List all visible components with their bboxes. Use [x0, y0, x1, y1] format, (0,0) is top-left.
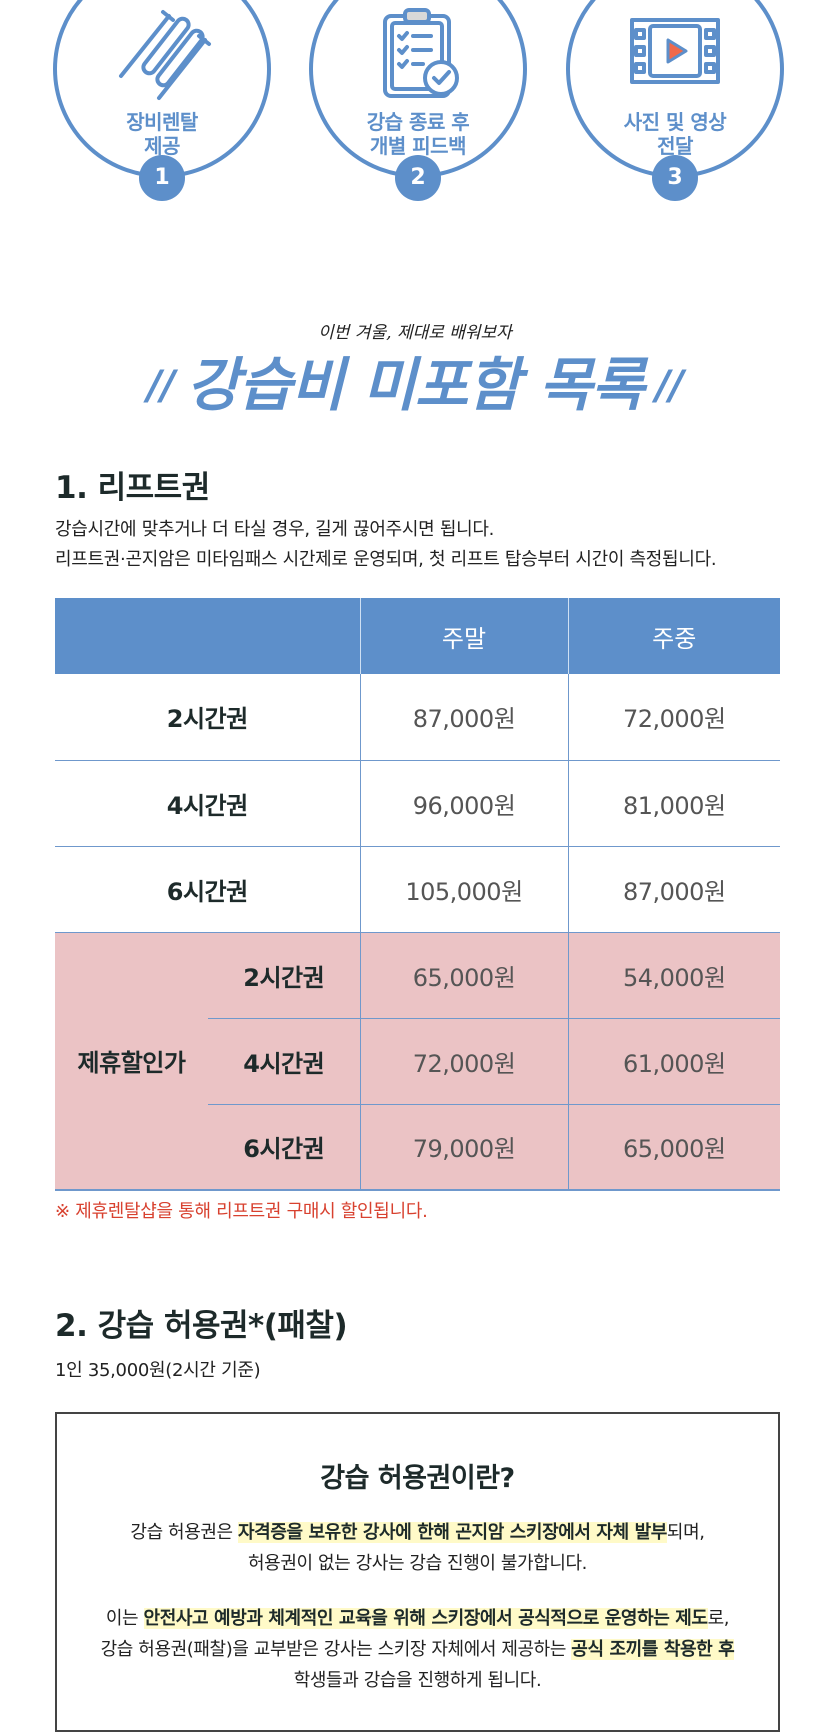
weekday-price: 61,000원	[567, 1018, 780, 1105]
feature-label-line1: 강습 종료 후	[366, 110, 470, 134]
weekend-price: 87,000원	[359, 674, 568, 761]
lift-ticket-description: 강습시간에 맞추거나 더 타실 경우, 길게 끊어주시면 됩니다. 리프트권·곤…	[55, 515, 717, 575]
paragraph-line: 이는 안전사고 예방과 체계적인 교육을 위해 스키장에서 공식적으로 운영하는…	[57, 1603, 778, 1634]
description-line: 리프트권·곤지암은 미타임패스 시간제로 운영되며, 첫 리프트 탑승부터 시간…	[55, 549, 717, 570]
info-paragraph-2: 이는 안전사고 예방과 체계적인 교육을 위해 스키장에서 공식적으로 운영하는…	[57, 1603, 778, 1696]
feature-photo-video: 사진 및 영상 전달 3	[566, 0, 784, 201]
text-span: 로,	[707, 1608, 730, 1629]
feature-label: 강습 종료 후 개별 피드백	[309, 110, 527, 158]
lesson-permit-info-box: 강습 허용권이란? 강습 허용권은 자격증을 보유한 강사에 한해 곤지암 스키…	[55, 1412, 780, 1732]
section-heading-lesson-permit: 2. 강습 허용권*(패찰)	[55, 1308, 348, 1344]
text-span: 강습 허용권(패찰)을 교부받은 강사는 스키장 자체에서 제공하는	[100, 1639, 572, 1660]
lift-ticket-price-table: 주말 주중 2시간권 87,000원 72,000원 4시간권 96,000원 …	[55, 598, 780, 1191]
table-header-row: 주말 주중	[55, 598, 780, 674]
table-row: 2시간권 87,000원 72,000원	[55, 674, 780, 761]
ticket-label: 6시간권	[55, 846, 360, 933]
ticket-label: 2시간권	[55, 674, 360, 761]
table-row: 6시간권 105,000원 87,000원	[55, 846, 780, 933]
table-row: 4시간권 96,000원 81,000원	[55, 760, 780, 847]
feature-individual-feedback: 강습 종료 후 개별 피드백 2	[309, 0, 527, 201]
weekday-price: 87,000원	[567, 846, 780, 933]
weekend-price: 79,000원	[359, 1104, 568, 1191]
features-row: 장비렌탈 제공 1 강습 종료 후 개별 피드백 2	[0, 0, 830, 220]
title-slashes-right: //	[655, 363, 684, 409]
ticket-label: 4시간권	[208, 1018, 360, 1105]
weekend-price: 105,000원	[359, 846, 568, 933]
discount-group-label: 제휴할인가	[55, 932, 208, 1191]
feature-equipment-rental: 장비렌탈 제공 1	[53, 0, 271, 201]
text-span: 이는	[105, 1608, 144, 1629]
ticket-label: 2시간권	[208, 932, 360, 1019]
weekend-price: 72,000원	[359, 1018, 568, 1105]
lesson-permit-price: 1인 35,000원(2시간 기준)	[55, 1360, 261, 1381]
feature-label-line1: 장비렌탈	[126, 110, 198, 134]
table-header-weekday: 주중	[568, 598, 780, 674]
discount-note: ※ 제휴렌탈샵을 통해 리프트권 구매시 할인됩니다.	[55, 1201, 428, 1222]
page-title-text: 강습비 미포함 목록	[186, 351, 644, 419]
feature-ring	[566, 0, 784, 178]
highlighted-text: 자격증을 보유한 강사에 한해 곤지암 스키장에서 자체 발부	[238, 1522, 667, 1543]
ski-icon	[119, 10, 211, 100]
text-span: 되며,	[666, 1522, 705, 1543]
feature-label-line2: 개별 피드백	[370, 134, 466, 158]
weekday-price: 65,000원	[567, 1104, 780, 1191]
feature-label-line2: 전달	[657, 134, 693, 158]
weekday-price: 54,000원	[567, 932, 780, 1019]
title-slashes-left: //	[147, 363, 175, 409]
feature-number-badge: 3	[652, 155, 698, 201]
feature-number-badge: 2	[395, 155, 441, 201]
highlighted-text: 공식 조끼를 착용한 후	[571, 1639, 735, 1660]
paragraph-line: 강습 허용권은 자격증을 보유한 강사에 한해 곤지암 스키장에서 자체 발부되…	[57, 1517, 778, 1548]
feature-label-line2: 제공	[144, 134, 180, 158]
video-play-icon	[630, 18, 720, 84]
feature-label-line1: 사진 및 영상	[623, 110, 727, 134]
table-row-discount: 제휴할인가 2시간권 65,000원 54,000원	[55, 932, 780, 1191]
ticket-label: 4시간권	[55, 760, 360, 847]
table-row-discount: 6시간권 79,000원 65,000원	[55, 1104, 780, 1191]
ticket-label: 6시간권	[208, 1104, 360, 1191]
weekend-price: 96,000원	[359, 760, 568, 847]
paragraph-line: 학생들과 강습을 진행하게 됩니다.	[293, 1670, 542, 1691]
paragraph-line: 강습 허용권(패찰)을 교부받은 강사는 스키장 자체에서 제공하는 공식 조끼…	[57, 1634, 778, 1665]
clipboard-check-icon	[383, 8, 459, 98]
info-paragraph-1: 강습 허용권은 자격증을 보유한 강사에 한해 곤지암 스키장에서 자체 발부되…	[57, 1517, 778, 1579]
table-header-empty	[55, 598, 361, 674]
paragraph-line: 허용권이 없는 강사는 강습 진행이 불가합니다.	[248, 1553, 587, 1574]
info-box-title: 강습 허용권이란?	[320, 1463, 515, 1494]
weekday-price: 72,000원	[567, 674, 780, 761]
text-span: 강습 허용권은	[130, 1522, 239, 1543]
feature-number-badge: 1	[139, 155, 185, 201]
highlighted-text: 안전사고 예방과 체계적인 교육을 위해 스키장에서 공식적으로 운영하는 제도	[143, 1608, 708, 1629]
weekend-price: 65,000원	[359, 932, 568, 1019]
section-heading-lift-ticket: 1. 리프트권	[55, 470, 210, 506]
feature-label: 사진 및 영상 전달	[566, 110, 784, 158]
feature-ring	[53, 0, 271, 178]
description-line: 강습시간에 맞추거나 더 타실 경우, 길게 끊어주시면 됩니다.	[55, 519, 495, 540]
page-subtitle: 이번 겨울, 제대로 배워보자	[318, 323, 512, 343]
page-title: //강습비 미포함 목록//	[0, 350, 830, 421]
feature-label: 장비렌탈 제공	[53, 110, 271, 158]
weekday-price: 81,000원	[567, 760, 780, 847]
table-row-discount: 4시간권 72,000원 61,000원	[55, 1018, 780, 1105]
table-header-weekend: 주말	[360, 598, 569, 674]
